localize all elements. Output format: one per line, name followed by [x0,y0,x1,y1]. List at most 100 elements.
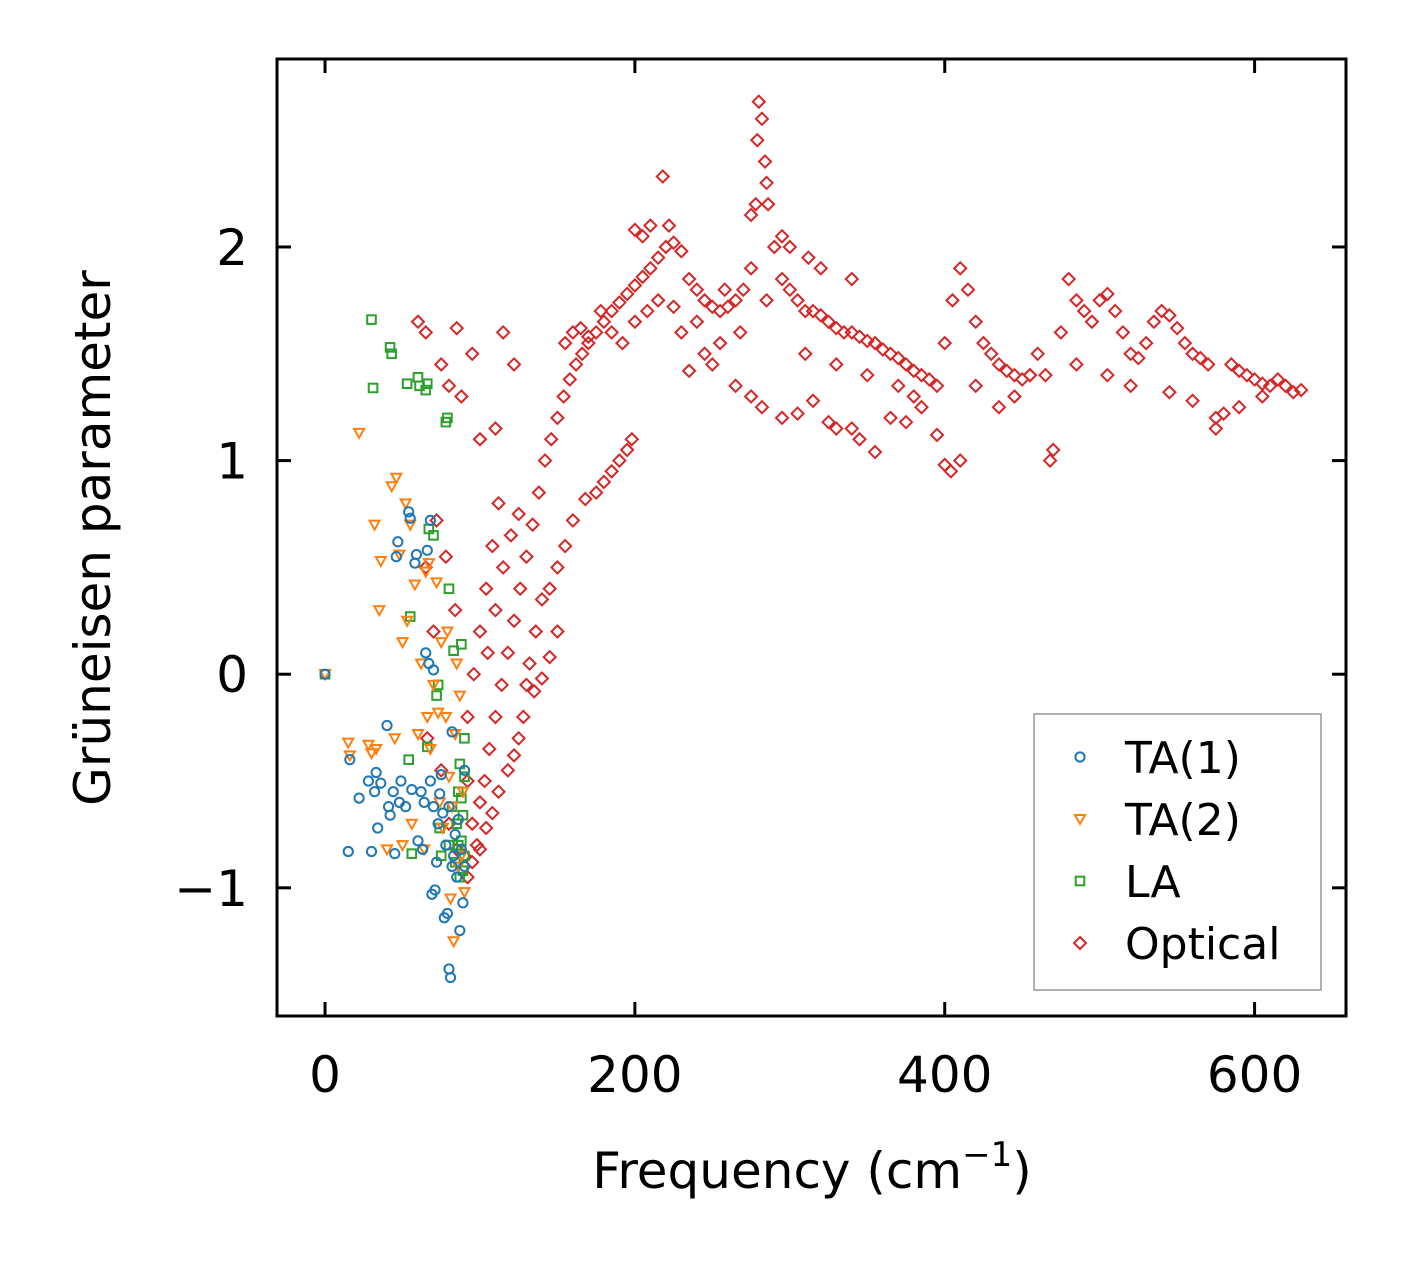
data-point-optical [774,228,790,244]
data-point-optical [550,410,565,426]
data-point-ta-1 [429,884,441,896]
data-point-optical [472,841,488,857]
data-point-optical [1030,346,1046,362]
data-point-optical [1278,378,1293,394]
x-tick-label: 200 [587,1046,682,1104]
data-point-ta-2 [389,472,403,485]
data-point-ta-1 [458,764,471,776]
data-point-optical [495,559,511,575]
data-point-optical [565,512,581,528]
data-point-optical [852,431,867,447]
data-point-la [421,378,433,389]
data-point-la [406,848,418,859]
data-point-optical [574,346,590,362]
data-point-ta-1 [389,848,401,860]
data-point-ta-1 [404,512,416,524]
data-point-ta-1 [437,807,449,819]
data-point-optical [1107,303,1123,319]
data-point-la [442,412,453,424]
data-point-optical [968,378,984,394]
plot-frame [275,57,1348,1018]
data-point-ta-1 [424,514,436,527]
data-point-ta-2 [420,711,434,724]
data-point-optical [500,762,516,778]
data-point-optical [929,378,945,394]
data-point-optical [1146,314,1162,330]
data-point-ta-2 [434,637,448,650]
data-point-optical [1231,363,1247,379]
data-point-optical [790,292,805,308]
data-point-optical [556,389,572,404]
data-point-ta-2 [408,579,422,592]
data-point-optical [991,357,1007,372]
legend-marker-ta-1 [1074,751,1086,763]
data-point-optical [627,314,643,330]
data-point-optical [488,709,503,725]
data-point-ta-2 [369,743,383,757]
data-point-optical [697,346,713,362]
data-point-optical [689,314,705,330]
data-point-ta-1 [455,843,467,855]
data-point-ta-1 [381,719,393,732]
data-point-ta-1 [390,551,402,563]
data-point-ta-1 [440,839,452,851]
data-point-optical [491,784,506,800]
data-point-optical [1099,286,1115,302]
data-point-optical [531,485,547,501]
data-point-optical [580,329,596,345]
data-point-optical [852,329,867,345]
data-point-optical [1045,442,1061,458]
data-point-ta-2 [457,887,472,900]
data-point-optical [720,299,736,315]
series-layer [318,94,1309,984]
data-point-optical [859,333,875,349]
x-axis-ticks: 0 200 400 600 [309,59,1302,1104]
data-point-optical [704,357,720,372]
data-point-ta-1 [451,871,463,883]
data-point-optical [728,292,743,308]
data-point-optical [1084,314,1100,330]
data-point-optical [681,363,697,379]
legend-label-ta-2: TA(2) [1124,795,1241,846]
data-point-optical [588,325,604,340]
data-point-optical [488,421,503,436]
data-point-optical [782,282,798,298]
data-point-optical [821,414,836,430]
data-point-optical [1293,382,1309,398]
data-point-ta-2 [395,637,410,650]
data-point-optical [611,453,627,469]
data-point-optical [859,367,875,383]
data-point-ta-1 [369,786,381,798]
data-point-optical [1042,453,1058,469]
legend-box [1033,713,1322,991]
data-point-optical [999,363,1015,379]
data-point-optical [681,271,697,287]
data-point-optical [512,581,528,597]
data-point-optical [484,805,500,821]
data-point-la [386,348,397,360]
data-point-optical [1192,350,1208,366]
data-point-ta-2 [448,729,462,742]
data-point-optical [1185,346,1201,362]
data-point-ta-1 [448,850,460,862]
data-point-optical [562,372,578,387]
data-point-ta-1 [410,548,423,561]
data-point-optical [754,111,770,127]
data-point-optical [906,363,922,379]
data-point-ta-2 [423,743,438,757]
data-point-optical [604,303,620,319]
data-point-optical [805,393,821,409]
data-point-ta-2 [400,615,414,628]
data-point-optical [478,820,494,836]
data-point-optical [550,559,565,575]
data-point-optical [550,624,565,639]
data-point-optical [717,282,733,298]
data-point-optical [1123,346,1139,362]
data-point-optical [481,741,497,757]
data-point-ta-1 [441,907,454,920]
data-point-optical [500,645,516,661]
data-point-optical [480,645,496,661]
data-point-optical [1161,384,1177,400]
data-point-ta-1 [457,897,469,909]
data-point-optical [1115,325,1131,340]
